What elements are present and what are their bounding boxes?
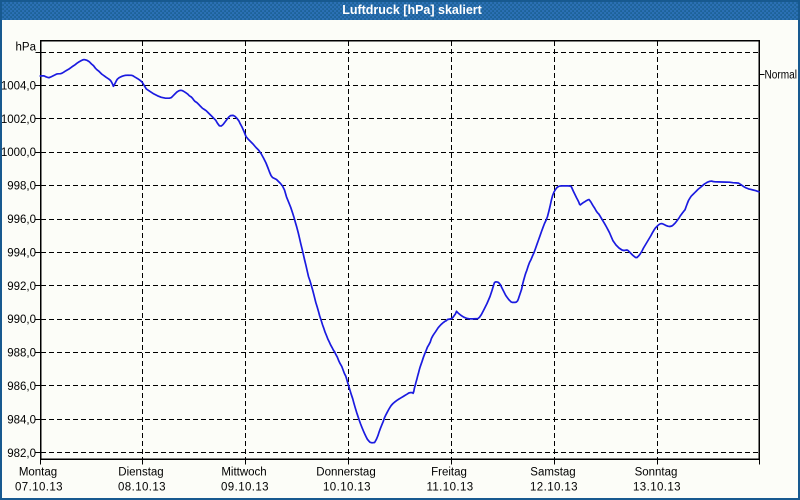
svg-text:1004,0: 1004,0 [1, 81, 36, 93]
svg-text:Sonntag: Sonntag [635, 467, 678, 479]
svg-text:982,0: 982,0 [7, 448, 36, 460]
svg-text:992,0: 992,0 [7, 281, 36, 293]
svg-text:09.10.13: 09.10.13 [221, 482, 269, 494]
svg-text:Donnerstag: Donnerstag [316, 467, 375, 479]
svg-text:07.10.13: 07.10.13 [15, 482, 63, 494]
svg-text:994,0: 994,0 [7, 247, 36, 259]
svg-text:hPa: hPa [16, 42, 37, 54]
svg-text:998,0: 998,0 [7, 181, 36, 193]
svg-text:10.10.13: 10.10.13 [323, 482, 371, 494]
svg-text:1002,0: 1002,0 [1, 114, 36, 126]
svg-text:Normal: Normal [765, 70, 798, 82]
svg-text:Dienstag: Dienstag [118, 467, 163, 479]
svg-text:08.10.13: 08.10.13 [118, 482, 166, 494]
svg-text:986,0: 986,0 [7, 381, 36, 393]
svg-text:12.10.13: 12.10.13 [530, 482, 578, 494]
svg-text:Montag: Montag [19, 467, 57, 479]
svg-text:988,0: 988,0 [7, 348, 36, 360]
svg-text:1000,0: 1000,0 [1, 147, 36, 159]
svg-text:Freitag: Freitag [431, 467, 467, 479]
svg-text:Mittwoch: Mittwoch [221, 467, 266, 479]
svg-text:Samstag: Samstag [530, 467, 575, 479]
svg-text:13.10.13: 13.10.13 [633, 482, 681, 494]
svg-text:996,0: 996,0 [7, 214, 36, 226]
svg-text:990,0: 990,0 [7, 314, 36, 326]
svg-text:11.10.13: 11.10.13 [426, 482, 473, 494]
svg-text:984,0: 984,0 [7, 414, 36, 426]
